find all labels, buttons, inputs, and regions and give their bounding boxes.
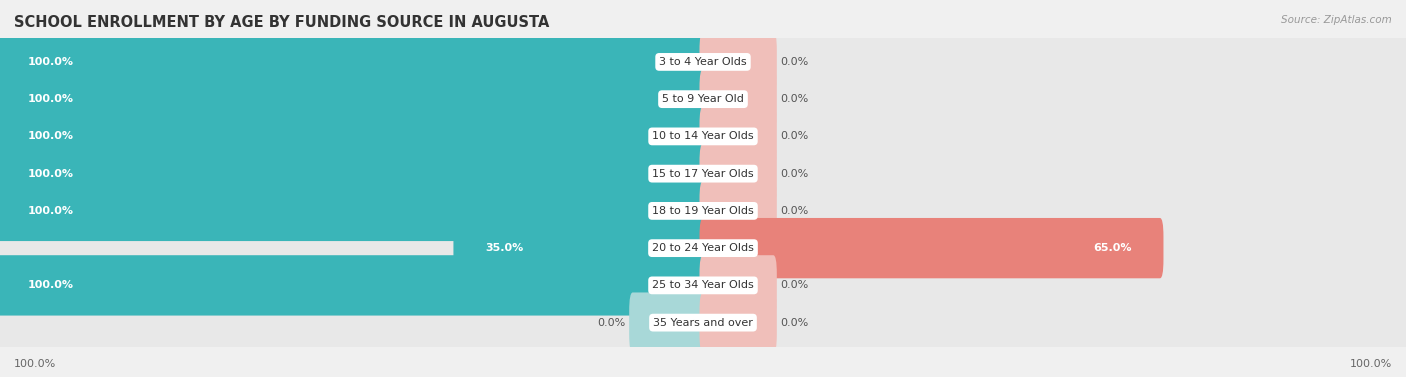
Text: 65.0%: 65.0% [1094,243,1132,253]
FancyBboxPatch shape [0,297,1406,348]
Text: 0.0%: 0.0% [780,318,808,328]
Text: 10 to 14 Year Olds: 10 to 14 Year Olds [652,132,754,141]
FancyBboxPatch shape [700,144,778,204]
Text: 100.0%: 100.0% [14,359,56,369]
Text: 100.0%: 100.0% [28,280,75,290]
FancyBboxPatch shape [0,144,707,204]
Text: 20 to 24 Year Olds: 20 to 24 Year Olds [652,243,754,253]
Text: SCHOOL ENROLLMENT BY AGE BY FUNDING SOURCE IN AUGUSTA: SCHOOL ENROLLMENT BY AGE BY FUNDING SOUR… [14,15,550,30]
Text: 0.0%: 0.0% [780,206,808,216]
FancyBboxPatch shape [700,293,778,353]
Text: Source: ZipAtlas.com: Source: ZipAtlas.com [1281,15,1392,25]
Text: 25 to 34 Year Olds: 25 to 34 Year Olds [652,280,754,290]
Text: 0.0%: 0.0% [598,318,626,328]
FancyBboxPatch shape [0,255,707,316]
Text: 0.0%: 0.0% [780,57,808,67]
Text: 35 Years and over: 35 Years and over [652,318,754,328]
FancyBboxPatch shape [0,185,1406,236]
Text: 15 to 17 Year Olds: 15 to 17 Year Olds [652,169,754,179]
FancyBboxPatch shape [0,148,1406,199]
FancyBboxPatch shape [0,181,707,241]
FancyBboxPatch shape [700,32,778,92]
FancyBboxPatch shape [0,260,1406,311]
FancyBboxPatch shape [0,106,707,167]
Text: 0.0%: 0.0% [780,132,808,141]
Text: 18 to 19 Year Olds: 18 to 19 Year Olds [652,206,754,216]
Text: 0.0%: 0.0% [780,280,808,290]
FancyBboxPatch shape [0,223,1406,273]
Text: 5 to 9 Year Old: 5 to 9 Year Old [662,94,744,104]
Text: 35.0%: 35.0% [485,243,523,253]
FancyBboxPatch shape [630,293,707,353]
Text: 100.0%: 100.0% [28,206,75,216]
FancyBboxPatch shape [700,255,778,316]
Text: 0.0%: 0.0% [780,94,808,104]
FancyBboxPatch shape [700,106,778,167]
FancyBboxPatch shape [0,69,707,129]
Text: 100.0%: 100.0% [28,57,75,67]
FancyBboxPatch shape [700,69,778,129]
Text: 100.0%: 100.0% [1350,359,1392,369]
Text: 100.0%: 100.0% [28,169,75,179]
FancyBboxPatch shape [0,32,707,92]
Text: 3 to 4 Year Olds: 3 to 4 Year Olds [659,57,747,67]
Text: 100.0%: 100.0% [28,132,75,141]
FancyBboxPatch shape [0,37,1406,87]
Text: 0.0%: 0.0% [780,169,808,179]
Text: 100.0%: 100.0% [28,94,75,104]
FancyBboxPatch shape [700,181,778,241]
FancyBboxPatch shape [453,218,707,278]
FancyBboxPatch shape [0,111,1406,162]
FancyBboxPatch shape [700,218,1164,278]
FancyBboxPatch shape [0,74,1406,124]
